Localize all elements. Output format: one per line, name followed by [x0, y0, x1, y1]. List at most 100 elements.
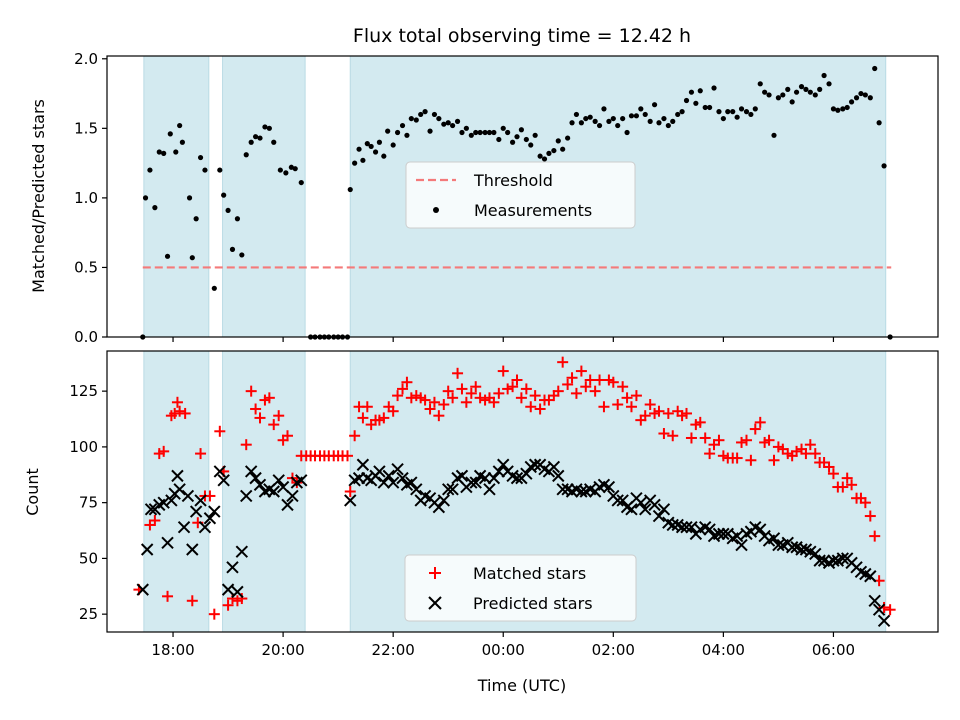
- y-tick-label: 1.0: [74, 189, 98, 207]
- measurement-point: [638, 106, 644, 112]
- measurement-point: [821, 72, 827, 79]
- y-tick-label: 0.0: [74, 328, 98, 346]
- measurement-point: [624, 129, 630, 136]
- measurement-point: [347, 186, 353, 193]
- y-tick-label: 50: [79, 549, 98, 567]
- measurement-point: [762, 89, 768, 95]
- measurement-point: [528, 142, 534, 148]
- matched-star-point: [341, 450, 353, 462]
- measurement-point: [785, 86, 791, 92]
- predicted-star-point: [575, 485, 588, 498]
- measurement-point: [707, 104, 713, 111]
- matched-star-point: [470, 381, 482, 393]
- matched-star-point: [452, 367, 464, 379]
- y-tick-label: 125: [69, 382, 98, 400]
- measurement-point: [352, 160, 358, 166]
- measurement-point: [376, 139, 383, 145]
- measurement-point: [734, 114, 740, 120]
- predicted-star-point: [469, 476, 482, 489]
- measurement-point: [738, 106, 745, 112]
- matched-star-point: [557, 356, 569, 368]
- matched-star-point: [493, 387, 505, 399]
- matched-star-point: [361, 401, 373, 413]
- measurement-point: [372, 149, 379, 155]
- matched-star-point: [447, 392, 459, 404]
- predicted-star-point: [795, 543, 808, 556]
- measurement-point: [661, 115, 667, 122]
- matched-star-point: [174, 405, 186, 417]
- matched-star-point: [254, 412, 266, 424]
- matched-star-point: [474, 392, 486, 404]
- matched-star-point: [515, 392, 527, 404]
- predicted-star-point: [611, 494, 624, 507]
- matched-star-point: [736, 436, 748, 448]
- predicted-star-point: [675, 520, 689, 534]
- bottom-panel: 25 50 75 100 125 18:00 20:00 22:00 00:00 02:00 04…: [23, 350, 939, 695]
- predicted-star-point: [827, 554, 840, 567]
- measurement-point: [277, 167, 283, 173]
- matched-star-point: [419, 394, 431, 406]
- measurement-point: [390, 142, 396, 148]
- matched-star-point: [575, 365, 587, 377]
- x-tick-label: 06:00: [812, 641, 855, 659]
- matched-star-point: [754, 416, 766, 428]
- measurement-point: [670, 118, 676, 124]
- predicted-star-point: [208, 505, 221, 518]
- predicted-star-point: [528, 458, 542, 471]
- matched-star-point: [864, 510, 876, 522]
- matched-star-point: [884, 604, 896, 616]
- predicted-star-point: [648, 498, 661, 512]
- measurement-point: [853, 95, 860, 101]
- predicted-star-point: [286, 489, 299, 503]
- predicted-star-point: [391, 462, 404, 476]
- measurement-point: [156, 149, 162, 155]
- predicted-star-point: [556, 483, 569, 496]
- threshold-legend-label: Threshold: [473, 171, 553, 190]
- predicted-star-point: [483, 483, 496, 496]
- predicted-star-point: [478, 471, 492, 485]
- predicted-star-point: [194, 494, 207, 507]
- bottom-x-ticks: 18:00 20:00 22:00 00:00 02:00 04:00 06:00: [151, 632, 855, 659]
- matched-star-point: [653, 405, 665, 417]
- matched-star-point: [529, 390, 541, 402]
- predicted-star-point: [386, 476, 400, 489]
- measurement-point: [730, 109, 736, 115]
- measurement-point: [583, 115, 589, 122]
- measurement-point: [848, 99, 855, 105]
- measurements-legend-label: Measurements: [474, 201, 592, 220]
- measurement-point: [628, 113, 635, 119]
- measurement-point: [665, 122, 671, 129]
- measurement-point: [266, 125, 272, 131]
- measurement-point: [477, 129, 483, 136]
- matched-star-point: [713, 434, 725, 446]
- bottom-plot-frame: [106, 350, 939, 633]
- predicted-star-point: [356, 458, 370, 471]
- x-axis-label: Time (UTC): [477, 676, 566, 695]
- measurement-point: [459, 129, 465, 136]
- matched-stars-legend-label: Matched stars: [473, 564, 586, 583]
- y-tick-label: 25: [79, 605, 98, 623]
- measurement-point: [283, 170, 289, 176]
- measurement-point: [229, 246, 236, 252]
- measurement-point: [142, 195, 149, 201]
- matched-star-point: [823, 461, 835, 473]
- measurement-point: [826, 81, 832, 87]
- matched-star-point: [644, 399, 656, 411]
- predicted-star-point: [240, 489, 253, 503]
- predicted-star-point: [703, 523, 716, 536]
- top-y-axis-label: Matched/Predicted stars: [29, 99, 48, 293]
- measurement-point: [565, 135, 571, 141]
- predicted-star-point: [685, 520, 698, 534]
- measurement-point: [560, 146, 566, 152]
- matched-star-point: [214, 425, 226, 437]
- measurement-point: [725, 109, 731, 115]
- measurement-point: [596, 122, 603, 129]
- measurement-point: [202, 167, 208, 173]
- measurement-point: [356, 146, 362, 152]
- top-y-ticks: 0.0 0.5 1.0 1.5 2.0: [74, 50, 107, 346]
- x-tick-label: 20:00: [261, 641, 304, 659]
- predicted-star-point: [295, 474, 308, 487]
- measurement-point: [463, 125, 469, 131]
- predicted-star-point: [877, 614, 891, 628]
- measurement-point: [720, 115, 726, 122]
